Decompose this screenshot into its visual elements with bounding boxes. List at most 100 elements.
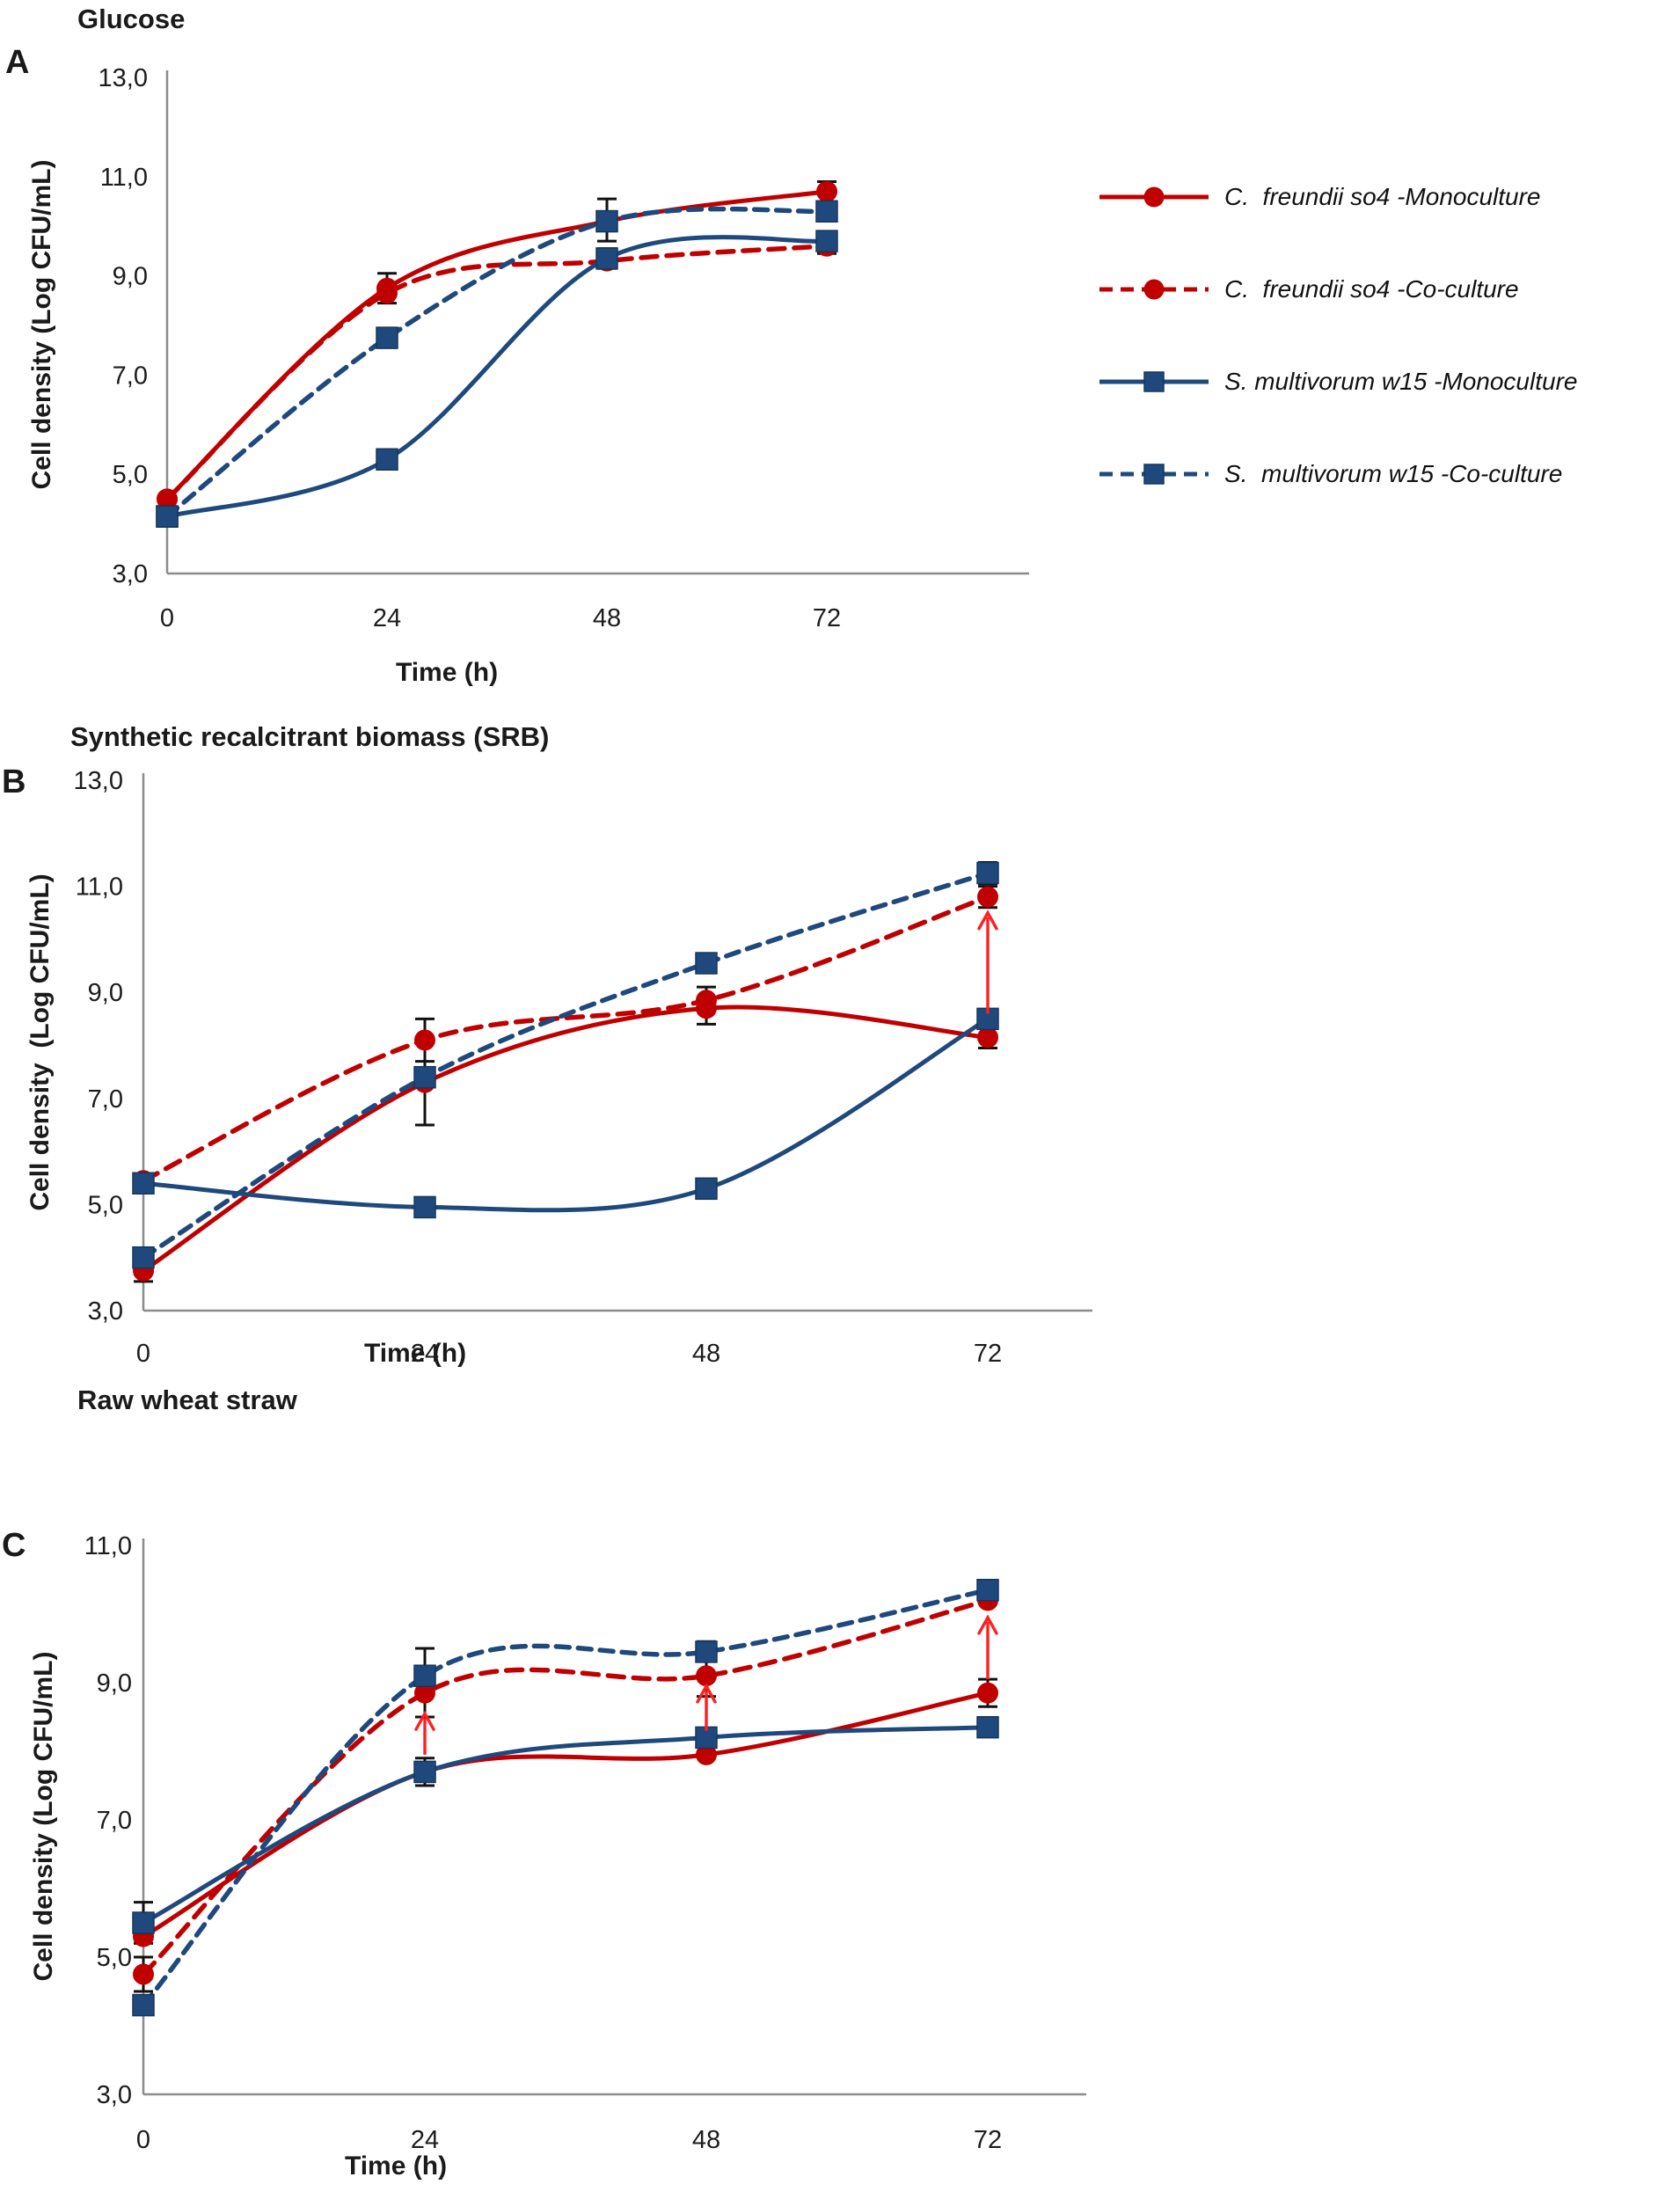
legend-swatch-icon [1099,186,1209,208]
series-line [141,1016,990,1213]
legend-item-label: S. multivorum w15 -Monoculture [1224,368,1578,395]
y-tick-label: 5,0 [113,461,148,489]
panel-b-title: Synthetic recalcitrant biomass (SRB) [70,721,550,752]
y-tick-label: 5,0 [88,1191,123,1219]
data-point-marker [413,1760,436,1784]
legend-item-sm-monoculture: S. multivorum w15 -Monoculture [1098,357,1577,406]
legend-item-label: C. freundii so4 -Co-culture [1224,275,1519,303]
data-point-marker [413,1065,436,1089]
legend-item-cf-monoculture: C. freundii so4 -Monoculture [1098,172,1541,222]
up-arrow-head-icon [977,910,998,931]
data-point-marker [977,886,998,908]
legend-marker-icon [1143,371,1165,392]
legend-item-sm-coculture: S. multivorum w15 -Co-culture [1098,449,1562,499]
data-point-marker [696,1743,717,1765]
panel-a-letter: A [5,44,30,81]
data-point-marker [132,1911,155,1934]
panel-b-plot-area: 13,0 11,0 9,0 7,0 5,0 3,0 0 24 48 72 [74,767,1092,1368]
data-point-marker [695,1640,718,1663]
x-tick-label: 24 [411,2126,439,2154]
y-tick-label: 7,0 [113,362,148,390]
panel-c-title: Raw wheat straw [77,1384,297,1415]
series-line [141,1725,990,1925]
data-point-marker [977,1026,998,1048]
panel-b-x-axis-label: Time (h) [363,1339,467,1368]
panel-c-y-axis-label: Cell density (Log CFU/mL) [29,1651,58,1982]
data-point-marker [133,1963,154,1985]
x-tick-label: 72 [974,2126,1002,2154]
x-tick-label: 72 [974,1340,1002,1368]
legend-item-label: C. freundii so4 -Monoculture [1224,183,1541,210]
data-point-marker [132,1172,155,1195]
data-point-marker [413,1664,436,1687]
y-tick-label: 11,0 [84,1532,132,1560]
y-tick-label: 7,0 [88,1085,123,1114]
x-tick-label: 72 [813,604,841,632]
x-tick-label: 0 [136,1340,150,1368]
panel-c-x-axis-label: Time (h) [344,2152,448,2181]
panel-c-plot-area: 11,0 9,0 7,0 5,0 3,00 24 48 72 [84,1532,1086,2154]
data-point-marker [696,990,717,1012]
up-arrow-head-icon [696,1683,717,1704]
legend-marker-icon [1143,464,1165,485]
x-tick-label: 24 [373,604,401,632]
data-point-marker [414,1682,435,1704]
series-line [164,189,829,501]
y-tick-label: 13,0 [74,767,123,795]
y-tick-label: 3,0 [97,2081,132,2109]
panel-a-y-axis-label: Cell density (Log CFU/mL) [27,159,56,490]
panel-c-letter: C [2,1527,26,1564]
x-tick-label: 48 [692,1340,720,1368]
series-line [141,1005,990,1274]
panel-a-title: Glucose [77,4,186,34]
y-tick-label: 9,0 [97,1669,132,1698]
series-line [164,244,829,502]
data-point-marker [976,861,999,885]
legend-swatch-icon [1099,279,1209,300]
data-point-marker [816,180,837,202]
y-tick-label: 9,0 [113,263,148,291]
data-point-marker [695,1177,718,1201]
y-tick-label: 5,0 [97,1944,132,1972]
panel-b-letter: B [2,763,26,800]
data-point-marker [413,1195,436,1219]
series-line [164,235,829,519]
x-tick-label: 0 [136,2126,150,2154]
data-point-marker [132,1246,155,1269]
data-point-marker [595,209,618,233]
data-point-marker [815,200,838,223]
data-point-marker [976,1715,999,1739]
series-line [141,1691,990,1940]
x-tick-label: 24 [411,1340,439,1368]
data-point-marker [156,505,179,528]
legend-item-label: S. multivorum w15 -Co-culture [1224,460,1563,487]
series-line [164,206,829,519]
legend-swatch-icon [1099,464,1209,485]
data-point-marker [696,1665,717,1687]
data-point-marker [376,326,398,349]
data-point-marker [595,247,618,270]
data-point-marker [815,230,838,252]
data-point-marker [132,1993,155,2017]
panel-a-x-axis-label: Time (h) [395,658,499,687]
series-line [141,894,990,1184]
up-arrow-head-icon [977,1614,998,1635]
panel-a-plot-area: 13,0 11,0 9,0 7,0 5,0 3,0 0 24 48 72 [99,64,1029,632]
y-tick-label: 3,0 [113,560,148,588]
series-line [141,870,990,1260]
y-tick-label: 3,0 [88,1297,123,1326]
legend-item-cf-coculture: C. freundii so4 -Co-culture [1098,265,1519,314]
data-point-marker [376,448,398,471]
legend-marker-icon [1143,279,1165,300]
y-tick-label: 7,0 [97,1807,132,1835]
y-tick-label: 11,0 [100,164,148,192]
data-point-marker [977,1682,998,1704]
data-point-marker [376,282,398,304]
x-tick-label: 48 [593,604,621,632]
x-tick-label: 0 [160,604,174,632]
legend-swatch-icon [1099,371,1209,392]
data-point-marker [976,1578,999,1602]
data-point-marker [414,1029,435,1051]
series-line [141,1587,990,2008]
